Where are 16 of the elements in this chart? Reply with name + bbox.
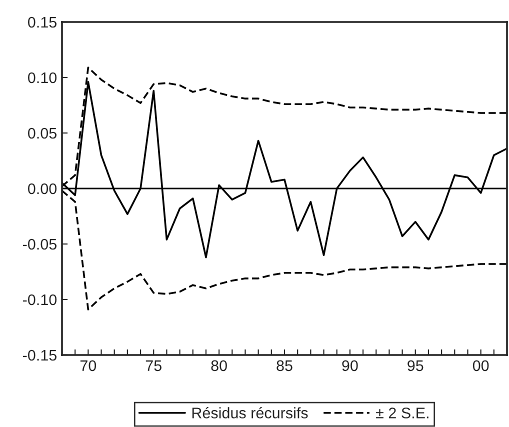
legend-label: Résidus récursifs (192, 407, 308, 418)
x-tick-label: 90 (342, 360, 358, 372)
x-tick-label: 80 (211, 360, 227, 372)
y-tick-label: 0.15 (28, 16, 56, 28)
x-tick-label: 70 (80, 360, 96, 372)
y-tick-label: -0.15 (23, 350, 56, 361)
x-tick-label: 75 (146, 360, 162, 372)
x-tick-label: 85 (276, 360, 292, 372)
y-tick-label: 0.05 (28, 128, 56, 139)
y-tick-label: -0.05 (23, 238, 56, 250)
y-tick-label: 0.00 (28, 183, 57, 194)
y-tick-label: 0.10 (28, 72, 57, 84)
x-tick-label: 00 (472, 360, 489, 372)
legend-label: ± 2 S.E. (376, 408, 428, 418)
y-tick-label: -0.10 (23, 294, 57, 306)
x-tick-label: 95 (408, 360, 424, 372)
